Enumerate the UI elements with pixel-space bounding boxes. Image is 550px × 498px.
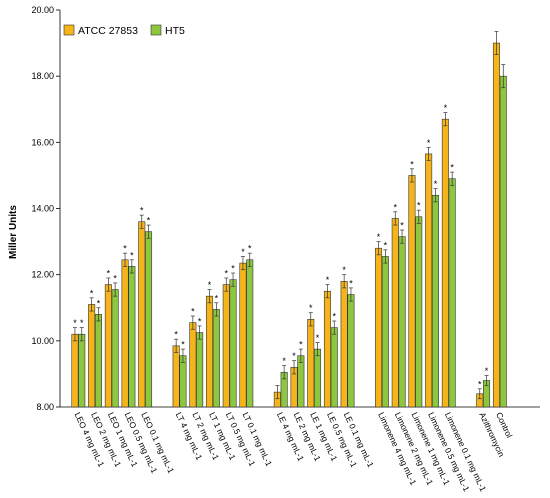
y-tick-label: 14.00: [31, 204, 54, 214]
bar: [323, 290, 331, 408]
significance-star: *: [231, 264, 235, 274]
bar: [145, 231, 153, 408]
bar: [391, 218, 399, 408]
bar: [212, 309, 220, 408]
significance-star: *: [434, 179, 438, 189]
bar: [499, 75, 507, 408]
significance-star: *: [410, 159, 414, 169]
significance-star: *: [332, 311, 336, 321]
bar: [138, 221, 146, 408]
significance-star: *: [417, 201, 421, 211]
bar: [196, 332, 204, 408]
legend-swatch-atcc-27853: [63, 24, 75, 36]
significance-star: *: [450, 163, 454, 173]
y-tick-label: 18.00: [31, 71, 54, 81]
significance-star: *: [393, 202, 397, 212]
bars: [71, 42, 507, 408]
significance-star: *: [90, 288, 94, 298]
significance-star: *: [427, 138, 431, 148]
bar: [415, 216, 423, 408]
bar: [441, 118, 449, 408]
bar: [189, 322, 197, 408]
significance-star: *: [485, 366, 489, 376]
bar: [222, 284, 230, 408]
significance-star: *: [181, 340, 185, 350]
bar: [330, 327, 338, 408]
bar: [128, 266, 136, 408]
error-bars: [72, 31, 506, 400]
significance-star: *: [342, 265, 346, 275]
legend-label-ht5: HT5: [165, 25, 185, 37]
significance-star: *: [208, 280, 212, 290]
significance-star: *: [224, 268, 228, 278]
significance-star: *: [140, 206, 144, 216]
y-axis-label: Miller Units: [8, 205, 19, 259]
bar: [179, 355, 187, 408]
significance-star: *: [174, 330, 178, 340]
bar: [94, 314, 102, 408]
bar: [206, 295, 214, 408]
significance-markers: ****************************************…: [73, 103, 489, 389]
bar: [297, 355, 305, 408]
legend: ATCC 27853 HT5: [63, 24, 185, 37]
bar: [375, 247, 383, 408]
bar: [425, 153, 433, 408]
bar: [492, 42, 500, 408]
significance-star: *: [191, 307, 195, 317]
y-tick-label: 8.00: [36, 402, 54, 412]
y-tick-label: 16.00: [31, 137, 54, 147]
significance-star: *: [73, 318, 77, 328]
bar: [246, 259, 254, 408]
bar: [78, 333, 86, 408]
significance-star: *: [147, 216, 151, 226]
significance-star: *: [292, 351, 296, 361]
significance-star: *: [309, 303, 313, 313]
bar: [307, 319, 315, 408]
legend-swatch-ht5: [150, 24, 162, 36]
significance-star: *: [478, 379, 482, 389]
significance-star: *: [299, 340, 303, 350]
y-tick-label: 12.00: [31, 270, 54, 280]
y-axis-ticks: 8.00 10.00 12.00 14.00 16.00 18.00 20.00: [31, 5, 60, 412]
bar: [314, 348, 322, 408]
significance-star: *: [241, 247, 245, 257]
y-tick-label: 10.00: [31, 336, 54, 346]
bar: [172, 345, 180, 408]
significance-star: *: [80, 318, 84, 328]
bar: [431, 194, 439, 408]
bar: [229, 279, 237, 408]
significance-star: *: [123, 244, 127, 254]
significance-star: *: [107, 268, 111, 278]
significance-star: *: [444, 103, 448, 113]
significance-star: *: [215, 293, 219, 303]
significance-star: *: [113, 273, 117, 283]
bar: [111, 289, 119, 408]
significance-star: *: [384, 240, 388, 250]
bar: [121, 259, 129, 408]
significance-star: *: [130, 250, 134, 260]
bar: [88, 304, 96, 408]
bar: [340, 280, 348, 408]
significance-star: *: [248, 244, 252, 254]
bar: [104, 284, 112, 408]
significance-star: *: [377, 232, 381, 242]
bar: [347, 294, 355, 408]
significance-star: *: [326, 275, 330, 285]
significance-star: *: [400, 221, 404, 231]
bar: [381, 256, 389, 408]
significance-star: *: [198, 316, 202, 326]
significance-star: *: [97, 298, 101, 308]
bar: [239, 262, 247, 408]
bar: [71, 333, 79, 408]
bar: [448, 178, 456, 408]
bar: [408, 175, 416, 408]
legend-label-atcc-27853: ATCC 27853: [78, 25, 138, 37]
bar: [398, 236, 406, 408]
significance-star: *: [316, 333, 320, 343]
y-tick-label: 20.00: [31, 5, 54, 15]
significance-star: *: [282, 356, 286, 366]
significance-star: *: [349, 278, 353, 288]
